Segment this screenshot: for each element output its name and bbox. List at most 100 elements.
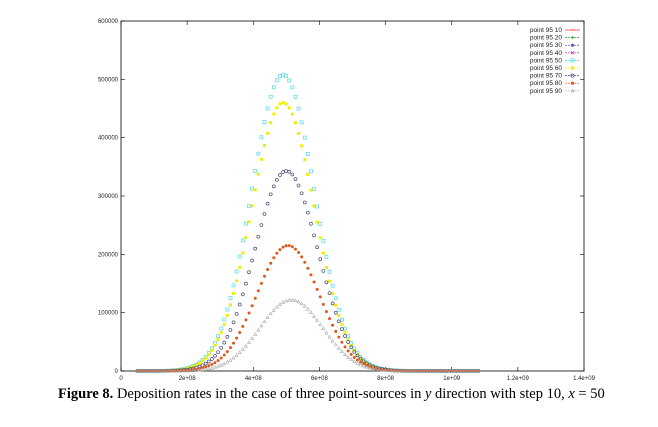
- data-point: [401, 368, 406, 373]
- data-point: [275, 106, 279, 110]
- data-point: [172, 368, 177, 373]
- data-point: [259, 135, 264, 140]
- data-point: [358, 356, 363, 361]
- data-point: [460, 368, 465, 373]
- data-point: [281, 101, 285, 105]
- data-point: [207, 364, 211, 368]
- data-point: [358, 362, 363, 367]
- data-point: [163, 368, 168, 373]
- data-point: [296, 299, 301, 304]
- data-point: [346, 334, 350, 339]
- legend-label: point 95 50: [530, 57, 563, 64]
- y-tick-label: 400000: [98, 136, 119, 142]
- figure-caption: Figure 8. Deposition rates in the case o…: [58, 386, 658, 403]
- data-point: [389, 368, 394, 373]
- series-point-95-90: [135, 297, 481, 373]
- data-point: [219, 326, 223, 331]
- data-point: [250, 186, 254, 191]
- data-point: [216, 364, 221, 368]
- data-point: [244, 318, 248, 322]
- series-point-95-50: [135, 72, 481, 373]
- data-point: [358, 356, 362, 360]
- data-point: [228, 303, 232, 307]
- data-point: [262, 212, 267, 216]
- data-point: [244, 281, 248, 286]
- data-point: [256, 327, 261, 332]
- data-point: [368, 363, 372, 367]
- data-point: [222, 340, 227, 345]
- legend-label: point 95 10: [530, 27, 563, 34]
- data-point: [194, 368, 199, 372]
- data-point: [284, 244, 288, 248]
- data-point: [451, 368, 456, 373]
- data-point: [222, 353, 226, 357]
- data-point: [358, 360, 362, 364]
- data-point: [290, 245, 294, 249]
- data-point: [247, 204, 251, 209]
- data-point: [259, 157, 263, 161]
- data-point: [429, 368, 434, 373]
- data-point: [386, 368, 391, 372]
- data-point: [250, 336, 255, 340]
- data-point: [228, 357, 233, 362]
- x-tick-label: 4e+08: [245, 376, 263, 380]
- data-point: [463, 368, 468, 373]
- data-point: [287, 106, 291, 110]
- data-point: [340, 317, 344, 322]
- data-point: [296, 106, 301, 111]
- data-point: [411, 368, 416, 373]
- data-point: [151, 368, 156, 373]
- data-point: [321, 302, 325, 306]
- data-series: [135, 72, 481, 373]
- data-point: [297, 250, 301, 254]
- x-tick-label: 2e+08: [179, 376, 197, 380]
- data-point: [306, 173, 310, 177]
- data-point: [225, 334, 230, 339]
- data-point: [299, 191, 304, 196]
- data-point: [287, 244, 291, 248]
- data-point: [247, 270, 251, 275]
- data-point: [210, 357, 214, 361]
- legend-marker: [570, 81, 575, 85]
- data-point: [303, 260, 307, 264]
- x-tick-label: 1.2e+09: [507, 376, 530, 380]
- data-point: [309, 169, 313, 174]
- data-point: [315, 204, 319, 209]
- data-point: [305, 306, 310, 311]
- data-point: [364, 364, 369, 369]
- data-point: [435, 368, 440, 373]
- data-point: [290, 297, 295, 302]
- data-point: [253, 169, 258, 173]
- data-point: [330, 338, 335, 343]
- data-point: [442, 368, 447, 373]
- data-point: [287, 169, 292, 174]
- data-point: [361, 363, 366, 368]
- data-point: [333, 342, 338, 347]
- data-point: [352, 359, 357, 363]
- data-point: [302, 200, 307, 205]
- data-point: [253, 246, 258, 251]
- data-point: [396, 369, 400, 373]
- data-point: [278, 248, 282, 252]
- data-point: [321, 238, 326, 243]
- data-point: [300, 255, 304, 259]
- data-point: [349, 345, 354, 350]
- data-point: [213, 361, 217, 365]
- data-point: [203, 367, 208, 371]
- data-point: [157, 368, 162, 373]
- data-point: [266, 131, 270, 135]
- data-point: [340, 340, 344, 344]
- data-point: [293, 247, 297, 251]
- data-point: [232, 341, 236, 345]
- data-point: [237, 254, 242, 259]
- series-point-95-80: [136, 244, 480, 373]
- data-point: [293, 298, 298, 302]
- data-point: [170, 369, 174, 373]
- data-point: [268, 94, 273, 99]
- data-point: [297, 131, 301, 135]
- data-point: [250, 258, 254, 263]
- data-point: [334, 329, 338, 333]
- data-point: [309, 221, 313, 226]
- data-point: [265, 106, 270, 111]
